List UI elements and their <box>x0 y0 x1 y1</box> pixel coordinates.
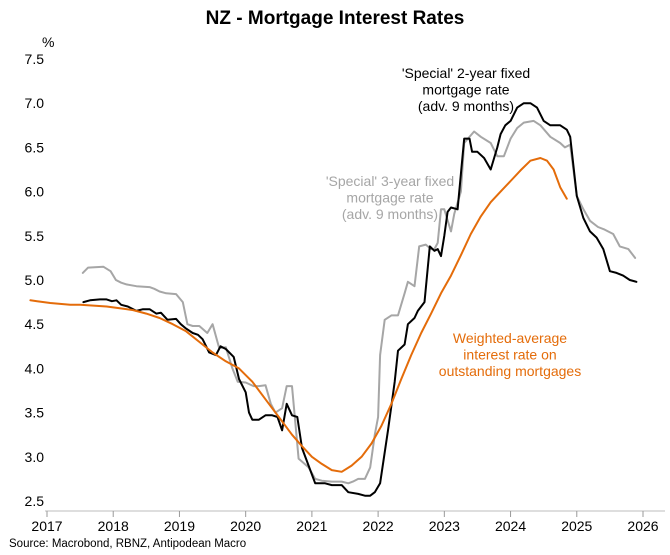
x-tick-label: 2020 <box>230 518 261 534</box>
label-2yr-fixed: 'Special' 2-year fixed mortgage rate (adv.… <box>402 65 530 114</box>
x-tick-label: 2022 <box>363 518 394 534</box>
y-tick-label: 3.0 <box>25 449 45 465</box>
x-tick-label: 2023 <box>429 518 460 534</box>
y-axis-unit: % <box>42 34 54 50</box>
y-axis-ticks: 2.5 3.0 3.5 4.0 4.5 5.0 5.5 6.0 6.5 7.0 7.5 <box>25 51 45 509</box>
y-tick-label: 6.5 <box>25 139 45 155</box>
x-tick-label: 2024 <box>495 518 526 534</box>
x-tick-label: 2025 <box>561 518 592 534</box>
series-group <box>29 102 638 497</box>
series-3yr-fixed-line <box>81 119 637 485</box>
series-weighted-average-line <box>29 157 568 473</box>
y-tick-label: 4.5 <box>25 316 45 332</box>
label-3yr-fixed: 'Special' 3-year fixed mortgage rate (adv.… <box>326 173 454 222</box>
x-tick-label: 2017 <box>31 518 62 534</box>
x-tick-label: 2021 <box>296 518 327 534</box>
y-tick-label: 6.0 <box>25 184 45 200</box>
x-tick-label: 2019 <box>164 518 195 534</box>
chart-title: NZ - Mortgage Interest Rates <box>206 8 465 29</box>
x-tick-label: 2026 <box>627 518 658 534</box>
y-tick-label: 2.5 <box>25 493 45 509</box>
source-note: Source: Macrobond, RBNZ, Antipodean Macr… <box>9 538 246 550</box>
y-tick-label: 7.5 <box>25 51 45 67</box>
y-tick-label: 5.0 <box>25 272 45 288</box>
x-axis: 2017 2018 2019 2020 2021 2022 2023 2024 2025 2026 <box>31 510 665 534</box>
y-tick-label: 3.5 <box>25 405 45 421</box>
y-tick-label: 5.5 <box>25 228 45 244</box>
x-tick-label: 2018 <box>98 518 129 534</box>
y-tick-label: 7.0 <box>25 95 45 111</box>
label-weighted-average: Weighted-average interest rate on outstand… <box>439 330 581 379</box>
y-tick-label: 4.0 <box>25 360 45 376</box>
series-2yr-fixed-line <box>82 102 638 497</box>
series-labels: 'Special' 3-year fixed mortgage rate (adv.… <box>326 65 581 379</box>
